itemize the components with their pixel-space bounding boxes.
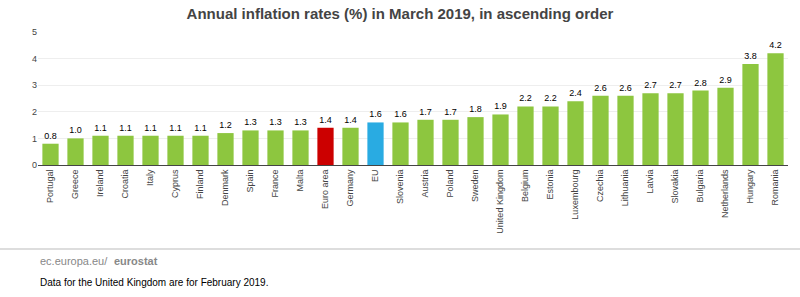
svg-text:1.7: 1.7 bbox=[444, 107, 457, 117]
svg-text:United Kingdom: United Kingdom bbox=[495, 170, 505, 234]
svg-text:0: 0 bbox=[32, 160, 37, 170]
svg-text:1.3: 1.3 bbox=[269, 117, 282, 127]
svg-text:1.1: 1.1 bbox=[94, 123, 107, 133]
svg-text:Slovakia: Slovakia bbox=[670, 170, 680, 204]
svg-text:2.2: 2.2 bbox=[519, 93, 532, 103]
svg-text:EU: EU bbox=[370, 170, 380, 183]
svg-text:Latvia: Latvia bbox=[645, 170, 655, 194]
svg-text:Sweden: Sweden bbox=[470, 170, 480, 203]
svg-text:2.7: 2.7 bbox=[669, 80, 682, 90]
svg-text:Spain: Spain bbox=[245, 170, 255, 193]
svg-text:2.6: 2.6 bbox=[594, 83, 607, 93]
svg-text:0.8: 0.8 bbox=[44, 131, 57, 141]
svg-text:Italy: Italy bbox=[145, 169, 155, 186]
svg-text:Poland: Poland bbox=[445, 170, 455, 198]
svg-text:4.2: 4.2 bbox=[769, 40, 782, 50]
svg-text:2.8: 2.8 bbox=[694, 78, 707, 88]
svg-text:Ireland: Ireland bbox=[95, 170, 105, 198]
svg-text:Lithuania: Lithuania bbox=[620, 170, 630, 207]
svg-text:Slovenia: Slovenia bbox=[395, 170, 405, 205]
svg-text:1.2: 1.2 bbox=[219, 120, 232, 130]
svg-text:Euro area: Euro area bbox=[320, 170, 330, 210]
svg-text:1.1: 1.1 bbox=[119, 123, 132, 133]
svg-text:2.2: 2.2 bbox=[544, 93, 557, 103]
svg-text:2.9: 2.9 bbox=[719, 75, 732, 85]
svg-text:1.1: 1.1 bbox=[169, 123, 182, 133]
svg-text:Malta: Malta bbox=[295, 170, 305, 192]
svg-text:1.3: 1.3 bbox=[244, 117, 257, 127]
svg-text:1.0: 1.0 bbox=[69, 125, 82, 135]
svg-text:1.1: 1.1 bbox=[144, 123, 157, 133]
svg-text:Austria: Austria bbox=[420, 170, 430, 198]
svg-text:Cyprus: Cyprus bbox=[170, 169, 180, 198]
svg-text:Bulgaria: Bulgaria bbox=[695, 170, 705, 203]
svg-text:1.6: 1.6 bbox=[394, 109, 407, 119]
svg-text:France: France bbox=[270, 170, 280, 198]
svg-text:1.4: 1.4 bbox=[319, 115, 332, 125]
svg-text:5: 5 bbox=[32, 27, 37, 37]
svg-text:1.1: 1.1 bbox=[194, 123, 207, 133]
svg-text:4: 4 bbox=[32, 54, 37, 64]
svg-text:Portugal: Portugal bbox=[45, 170, 55, 204]
svg-text:Denmark: Denmark bbox=[220, 169, 230, 206]
svg-text:1.7: 1.7 bbox=[419, 107, 432, 117]
svg-text:Luxembourg: Luxembourg bbox=[570, 170, 580, 220]
svg-text:eurostat: eurostat bbox=[114, 255, 158, 267]
svg-text:1.4: 1.4 bbox=[344, 115, 357, 125]
svg-text:Annual inflation rates (%) in: Annual inflation rates (%) in March 2019… bbox=[187, 5, 614, 22]
svg-text:2.7: 2.7 bbox=[644, 80, 657, 90]
svg-text:1.3: 1.3 bbox=[294, 117, 307, 127]
svg-text:ec.europa.eu/: ec.europa.eu/ bbox=[40, 255, 108, 267]
svg-text:Germany: Germany bbox=[345, 169, 355, 207]
svg-text:1.6: 1.6 bbox=[369, 109, 382, 119]
svg-text:Hungary: Hungary bbox=[745, 169, 755, 204]
svg-text:1.9: 1.9 bbox=[494, 101, 507, 111]
svg-text:Czechia: Czechia bbox=[595, 170, 605, 203]
svg-text:Finland: Finland bbox=[195, 170, 205, 200]
svg-text:1: 1 bbox=[32, 134, 37, 144]
svg-text:1.8: 1.8 bbox=[469, 104, 482, 114]
svg-text:Netherlands: Netherlands bbox=[720, 169, 730, 218]
svg-text:Romania: Romania bbox=[770, 170, 780, 206]
svg-text:Estonia: Estonia bbox=[545, 170, 555, 200]
svg-text:2.6: 2.6 bbox=[619, 83, 632, 93]
svg-text:Greece: Greece bbox=[70, 170, 80, 200]
svg-text:2: 2 bbox=[32, 107, 37, 117]
svg-text:2.4: 2.4 bbox=[569, 88, 582, 98]
svg-text:3.8: 3.8 bbox=[744, 51, 757, 61]
svg-text:Croatia: Croatia bbox=[120, 170, 130, 199]
svg-text:3: 3 bbox=[32, 80, 37, 90]
svg-text:Belgium: Belgium bbox=[520, 170, 530, 203]
svg-text:Data for the United Kingdom ar: Data for the United Kingdom are for Febr… bbox=[40, 277, 268, 288]
